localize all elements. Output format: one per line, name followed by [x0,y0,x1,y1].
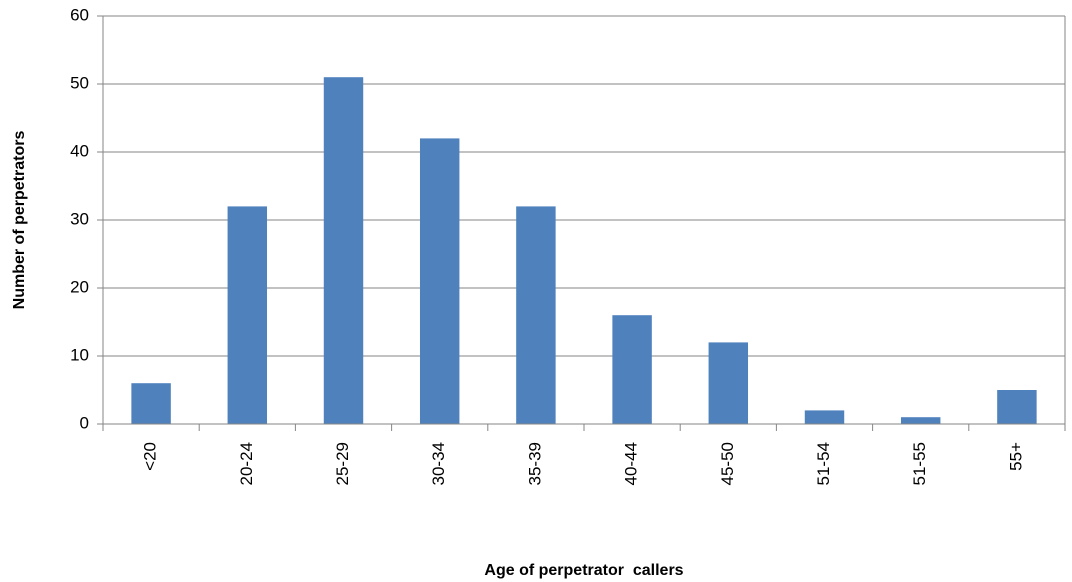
y-tick-label: 40 [70,141,89,160]
x-tick-label: 20-24 [237,442,256,485]
bar [516,206,556,424]
bar [419,138,460,424]
x-tick-label: 25-29 [333,442,352,485]
bar [323,77,364,424]
y-tick-label: 0 [80,413,89,432]
x-tick-label: 30-34 [429,442,448,485]
bar [997,390,1037,424]
bar [900,417,941,424]
y-axis-title: Number of perpetrators [11,131,28,310]
bar [227,206,268,424]
x-tick-label: <20 [141,442,160,471]
x-tick-label: 45-50 [718,442,737,485]
y-tick-label: 30 [70,209,89,228]
y-tick-label: 20 [70,277,89,296]
bar [708,342,749,424]
y-tick-label: 10 [70,345,89,364]
x-tick-label: 35-39 [525,442,544,485]
x-tick-label: 51-55 [910,442,929,485]
y-tick-label: 50 [70,73,89,92]
bar [612,315,652,424]
x-axis-title: Age of perpetrator callers [484,562,683,579]
bar [131,383,171,424]
x-tick-label: 51-54 [814,442,833,485]
x-tick-label: 55+ [1006,442,1025,471]
bar [804,410,845,424]
x-tick-label: 40-44 [622,442,641,485]
y-tick-label: 60 [70,5,89,24]
